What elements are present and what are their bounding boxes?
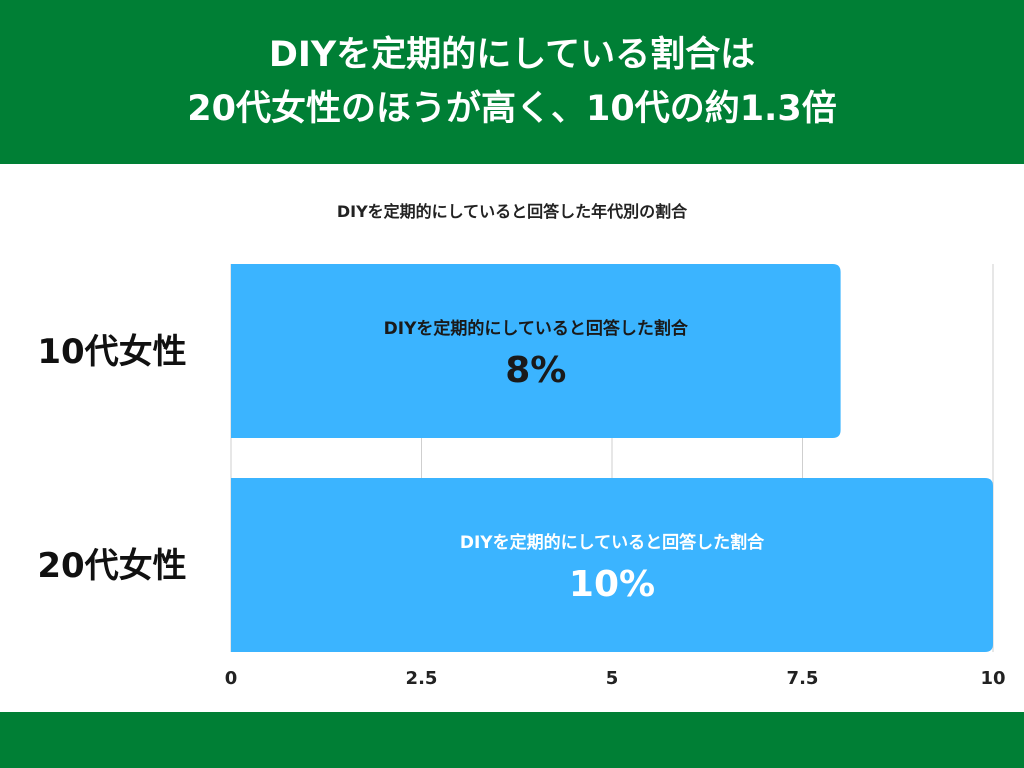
x-tick-label: 0 <box>225 668 238 689</box>
x-tick-label: 10 <box>980 668 1005 689</box>
x-tick-label: 2.5 <box>406 668 438 689</box>
x-tick-label: 7.5 <box>787 668 819 689</box>
bar-value-label: 10% <box>569 564 655 605</box>
category-label: 20代女性 <box>37 546 186 586</box>
bar <box>231 478 993 652</box>
chart-title: DIYを定期的にしていると回答した年代別の割合 <box>336 202 688 221</box>
bar-caption: DIYを定期的にしていると回答した割合 <box>384 318 689 339</box>
headline-line-1: DIYを定期的にしている割合は <box>268 35 756 75</box>
bar <box>231 264 841 438</box>
header-banner: DIYを定期的にしている割合は 20代女性のほうが高く、10代の約1.3倍 <box>0 0 1024 164</box>
bar-value-label: 8% <box>505 350 566 391</box>
x-tick-label: 5 <box>606 668 619 689</box>
bar-caption: DIYを定期的にしていると回答した割合 <box>460 532 765 553</box>
category-label: 10代女性 <box>37 332 186 372</box>
footer-banner <box>0 712 1024 768</box>
headline-line-2: 20代女性のほうが高く、10代の約1.3倍 <box>187 89 837 129</box>
